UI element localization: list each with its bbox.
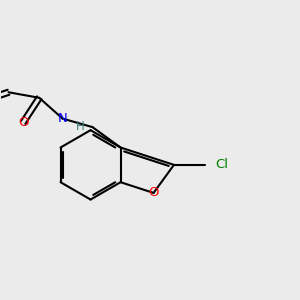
Text: Cl: Cl: [215, 158, 228, 171]
Text: O: O: [148, 186, 159, 200]
Text: O: O: [18, 116, 28, 129]
Text: H: H: [76, 120, 85, 133]
Text: N: N: [58, 112, 68, 125]
